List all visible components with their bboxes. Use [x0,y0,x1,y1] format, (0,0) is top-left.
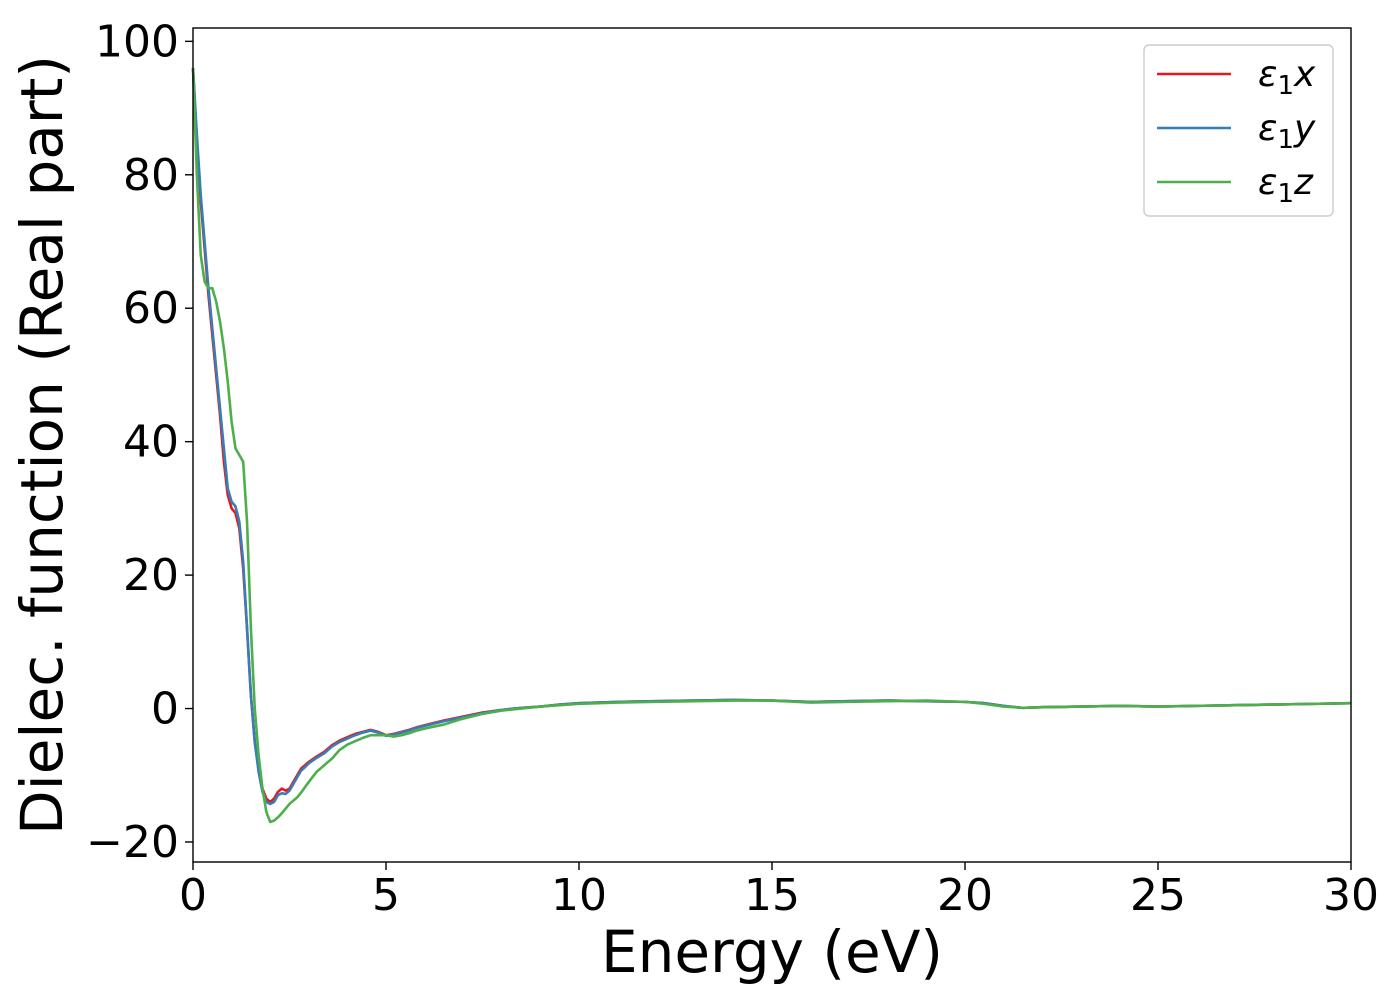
legend-label: ε1x [1258,54,1316,101]
y-tick-label: 80 [123,150,179,201]
y-tick-label: −20 [86,817,179,868]
x-tick-label: 5 [372,870,400,921]
x-tick-label: 20 [937,870,993,921]
y-axis-ticks: −20 0 20 40 60 80 100 [86,16,193,868]
x-axis-ticks: 0 5 10 15 20 25 30 [179,862,1379,921]
x-axis-label: Energy (eV) [601,918,943,986]
y-tick-label: 100 [95,16,179,67]
x-tick-label: 15 [744,870,800,921]
y-tick-label: 60 [123,283,179,334]
x-tick-label: 25 [1130,870,1186,921]
legend-box [1143,44,1334,217]
x-tick-label: 30 [1323,870,1379,921]
series-line-z [191,67,1352,824]
x-tick-label: 0 [179,870,207,921]
x-tick-label: 10 [551,870,607,921]
legend-label: ε1z [1258,162,1314,209]
y-tick-label: 0 [151,684,179,735]
legend: ε1x ε1y ε1z [1143,44,1334,217]
y-tick-label: 20 [123,550,179,601]
y-tick-label: 40 [123,417,179,468]
series-layer [191,67,1352,824]
y-axis-label: Dielec. function (Real part) [8,55,76,835]
legend-label: ε1y [1258,108,1316,155]
